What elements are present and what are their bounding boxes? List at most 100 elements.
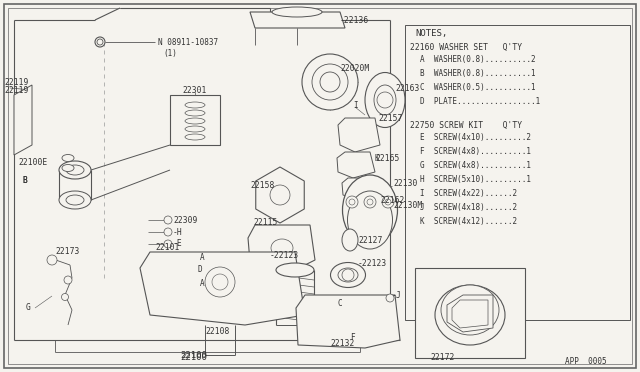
Text: 22119: 22119: [4, 77, 28, 87]
Text: B: B: [22, 176, 27, 185]
Text: 22130M: 22130M: [393, 201, 422, 209]
Text: 22100E: 22100E: [18, 157, 47, 167]
Text: H  SCREW(5x10).........1: H SCREW(5x10).........1: [420, 174, 531, 183]
Circle shape: [97, 39, 103, 45]
Ellipse shape: [185, 110, 205, 116]
Text: -H: -H: [173, 228, 183, 237]
Polygon shape: [447, 295, 493, 332]
Text: C: C: [338, 298, 342, 308]
Ellipse shape: [435, 285, 505, 345]
Text: 22158: 22158: [250, 180, 275, 189]
Text: 22162: 22162: [380, 196, 404, 205]
Ellipse shape: [270, 185, 290, 205]
Text: I  SCREW(4x22)......2: I SCREW(4x22)......2: [420, 189, 517, 198]
Polygon shape: [342, 178, 372, 200]
Ellipse shape: [59, 161, 91, 179]
Text: -E: -E: [173, 240, 183, 248]
Ellipse shape: [365, 73, 405, 128]
Circle shape: [64, 276, 72, 284]
Text: 22173: 22173: [55, 247, 79, 257]
Text: -J: -J: [392, 291, 402, 299]
Text: 22301: 22301: [183, 86, 207, 94]
Polygon shape: [248, 225, 315, 275]
Text: D: D: [198, 266, 203, 275]
Ellipse shape: [59, 191, 91, 209]
Text: A  WASHER(0.8)..........2: A WASHER(0.8)..........2: [420, 55, 536, 64]
Circle shape: [346, 196, 358, 208]
Text: -22123: -22123: [270, 250, 300, 260]
Text: 22160 WASHER SET   Q'TY: 22160 WASHER SET Q'TY: [410, 42, 522, 51]
Text: F: F: [350, 334, 355, 343]
Text: 22115: 22115: [253, 218, 277, 227]
Text: 22750 SCREW KIT    Q'TY: 22750 SCREW KIT Q'TY: [410, 121, 522, 129]
Circle shape: [164, 216, 172, 224]
Polygon shape: [140, 252, 305, 325]
Circle shape: [205, 267, 235, 297]
Circle shape: [382, 196, 394, 208]
Polygon shape: [343, 202, 370, 220]
Text: G: G: [26, 304, 31, 312]
Text: G  SCREW(4x8)..........1: G SCREW(4x8)..........1: [420, 160, 531, 170]
Circle shape: [164, 228, 172, 236]
Circle shape: [61, 294, 68, 301]
Text: 22020M: 22020M: [340, 64, 369, 73]
Ellipse shape: [271, 239, 293, 257]
Text: 22165: 22165: [375, 154, 399, 163]
Polygon shape: [338, 118, 380, 152]
Text: 22132: 22132: [330, 339, 355, 347]
Text: K  SCREW(4x12)......2: K SCREW(4x12)......2: [420, 217, 517, 225]
Text: APP  0005: APP 0005: [565, 357, 607, 366]
Ellipse shape: [62, 154, 74, 161]
Ellipse shape: [185, 126, 205, 132]
Text: E  SCREW(4x10).........2: E SCREW(4x10).........2: [420, 132, 531, 141]
Text: I: I: [353, 100, 358, 109]
Bar: [415, 268, 525, 358]
Text: (1): (1): [163, 48, 177, 58]
Polygon shape: [250, 12, 345, 28]
Ellipse shape: [185, 134, 205, 140]
Ellipse shape: [338, 268, 358, 282]
Text: 22163: 22163: [395, 83, 419, 93]
Text: D  PLATE.................1: D PLATE.................1: [420, 96, 540, 106]
Ellipse shape: [276, 263, 314, 277]
Bar: [405, 25, 630, 320]
Polygon shape: [452, 300, 488, 328]
Circle shape: [312, 64, 348, 100]
Text: NOTES,: NOTES,: [415, 29, 447, 38]
Ellipse shape: [374, 85, 396, 115]
Text: 22130: 22130: [393, 179, 417, 187]
Text: B  WASHER(0.8)..........1: B WASHER(0.8)..........1: [420, 68, 536, 77]
Circle shape: [349, 199, 355, 205]
Text: 22100: 22100: [180, 353, 207, 362]
Circle shape: [320, 72, 340, 92]
Ellipse shape: [185, 118, 205, 124]
Ellipse shape: [342, 175, 397, 245]
Polygon shape: [14, 85, 32, 155]
Text: B: B: [22, 176, 27, 185]
Text: A: A: [200, 253, 205, 263]
Ellipse shape: [330, 263, 365, 288]
Text: 22309: 22309: [173, 215, 197, 224]
Text: 22100: 22100: [180, 352, 207, 360]
Text: -22136: -22136: [340, 16, 369, 25]
Text: 22157: 22157: [378, 113, 403, 122]
Ellipse shape: [348, 191, 392, 249]
Text: -22123: -22123: [358, 259, 387, 267]
Text: N 08911-10837: N 08911-10837: [158, 38, 218, 46]
Text: 22119: 22119: [4, 86, 28, 94]
Circle shape: [302, 54, 358, 110]
Circle shape: [385, 199, 391, 205]
Ellipse shape: [66, 165, 84, 175]
Text: 22172: 22172: [430, 353, 454, 362]
Circle shape: [364, 196, 376, 208]
Ellipse shape: [185, 102, 205, 108]
Circle shape: [367, 199, 373, 205]
Polygon shape: [170, 95, 220, 145]
Circle shape: [164, 240, 172, 248]
Circle shape: [342, 269, 354, 281]
Text: K: K: [375, 154, 380, 163]
Text: F  SCREW(4x8)..........1: F SCREW(4x8)..........1: [420, 147, 531, 155]
Ellipse shape: [62, 164, 74, 171]
Text: 22101: 22101: [155, 244, 179, 253]
Text: A: A: [200, 279, 205, 288]
